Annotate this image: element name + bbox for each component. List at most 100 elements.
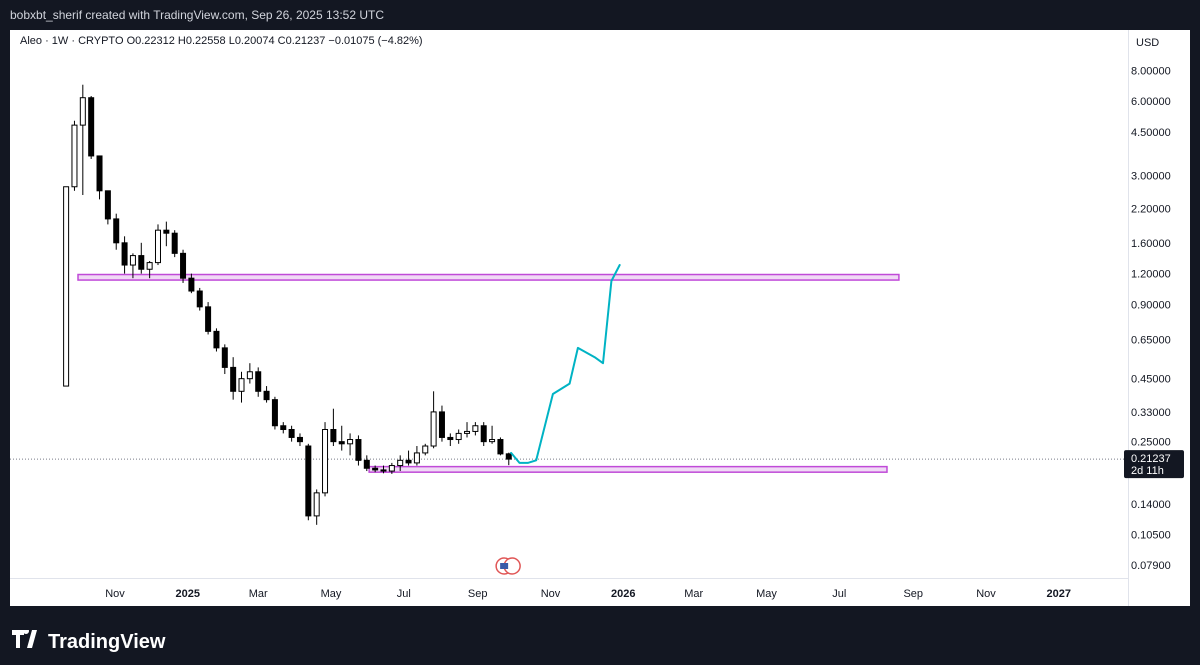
candle-body[interactable] bbox=[464, 430, 471, 434]
tradingview-brand-text: TradingView bbox=[48, 630, 166, 653]
candle-body[interactable] bbox=[154, 229, 161, 264]
x-tick-label: 2025 bbox=[176, 588, 200, 600]
x-tick-label: Jul bbox=[832, 588, 846, 600]
x-tick-label: 2027 bbox=[1047, 588, 1071, 600]
candle-body[interactable] bbox=[338, 441, 345, 445]
candle-body[interactable] bbox=[196, 290, 203, 308]
x-tick-label: Nov bbox=[105, 588, 125, 600]
x-tick-label: May bbox=[756, 588, 777, 600]
x-tick-label: Nov bbox=[541, 588, 561, 600]
y-tick-label: 0.25000 bbox=[1131, 437, 1171, 449]
x-tick-label: Sep bbox=[468, 588, 488, 600]
candle-body[interactable] bbox=[313, 492, 320, 517]
candle-body[interactable] bbox=[397, 459, 404, 467]
candle-body[interactable] bbox=[255, 371, 262, 392]
candlestick-chart[interactable]: 8.00000 6.00000 4.50000 3.00000 2.20000 1.600… bbox=[0, 0, 1200, 606]
candle-body[interactable] bbox=[330, 429, 337, 443]
x-tick-label: Jul bbox=[397, 588, 411, 600]
last-price-countdown: 2d 11h bbox=[1131, 465, 1164, 477]
y-tick-label: 6.00000 bbox=[1131, 96, 1171, 108]
y-tick-label: 0.45000 bbox=[1131, 374, 1171, 386]
candle-body[interactable] bbox=[447, 436, 454, 441]
x-tick-label: Sep bbox=[903, 588, 923, 600]
candle-body[interactable] bbox=[263, 390, 270, 401]
candle-body[interactable] bbox=[372, 467, 379, 471]
tradingview-logo-icon bbox=[12, 628, 42, 654]
footer-bar: TradingView bbox=[0, 606, 1200, 665]
candle-body[interactable] bbox=[380, 469, 387, 472]
currency-label: USD bbox=[1136, 37, 1159, 49]
x-tick-label: May bbox=[321, 588, 342, 600]
candle-body[interactable] bbox=[79, 97, 86, 126]
candle-body[interactable] bbox=[71, 124, 78, 188]
candle-body[interactable] bbox=[180, 252, 187, 279]
candle-body[interactable] bbox=[221, 347, 228, 368]
symbol-legend[interactable]: Aleo · 1W · CRYPTO O0.22312 H0.22558 L0.… bbox=[20, 35, 423, 47]
candle-body[interactable] bbox=[146, 262, 153, 270]
events-flag-stripes-icon bbox=[500, 563, 509, 569]
candle-body[interactable] bbox=[271, 399, 278, 427]
candle-body[interactable] bbox=[188, 277, 195, 292]
candle-body[interactable] bbox=[422, 445, 429, 454]
last-price-value: 0.21237 bbox=[1131, 453, 1171, 465]
candle-body[interactable] bbox=[347, 439, 354, 445]
candle-body[interactable] bbox=[280, 425, 287, 431]
y-tick-label: 0.65000 bbox=[1131, 334, 1171, 346]
candle-body[interactable] bbox=[238, 378, 245, 392]
projection-path[interactable] bbox=[510, 264, 621, 464]
candle-body[interactable] bbox=[296, 436, 303, 443]
candle-body[interactable] bbox=[205, 306, 212, 332]
candle-body[interactable] bbox=[96, 155, 103, 192]
last-price-badge[interactable] bbox=[1124, 450, 1184, 479]
x-tick-label: Nov bbox=[976, 588, 996, 600]
candle-body[interactable] bbox=[163, 229, 170, 234]
candle-body[interactable] bbox=[438, 411, 445, 438]
candle-body[interactable] bbox=[171, 232, 178, 254]
candle-body[interactable] bbox=[288, 429, 295, 438]
candle-body[interactable] bbox=[413, 452, 420, 464]
candle-body[interactable] bbox=[213, 330, 220, 349]
candle-body[interactable] bbox=[405, 459, 412, 464]
candle-body[interactable] bbox=[355, 439, 362, 461]
candle-body[interactable] bbox=[88, 97, 95, 157]
y-tick-label: 0.10500 bbox=[1131, 530, 1171, 542]
candle-body[interactable] bbox=[455, 432, 462, 441]
candle-body[interactable] bbox=[63, 186, 70, 387]
candle-body[interactable] bbox=[104, 190, 111, 220]
y-tick-label: 1.20000 bbox=[1131, 269, 1171, 281]
y-tick-label: 0.07900 bbox=[1131, 560, 1171, 572]
y-tick-label: 0.90000 bbox=[1131, 299, 1171, 311]
candle-body[interactable] bbox=[472, 425, 479, 432]
resistance-zone[interactable] bbox=[77, 273, 900, 281]
x-tick-label: 2026 bbox=[611, 588, 635, 600]
candle-body[interactable] bbox=[121, 242, 128, 266]
candle-body[interactable] bbox=[305, 445, 312, 517]
chart-attribution-header: bobxbt_sherif created with TradingView.c… bbox=[10, 8, 384, 22]
y-tick-label: 4.50000 bbox=[1131, 127, 1171, 139]
y-tick-label: 0.14000 bbox=[1131, 499, 1171, 511]
support-zone[interactable] bbox=[368, 465, 888, 473]
candle-body[interactable] bbox=[138, 255, 145, 270]
candle-body[interactable] bbox=[322, 429, 329, 494]
price-scale-panel[interactable] bbox=[1128, 30, 1190, 606]
candle-body[interactable] bbox=[129, 255, 136, 266]
candle-body[interactable] bbox=[489, 439, 496, 443]
y-tick-label: 0.33000 bbox=[1131, 407, 1171, 419]
candle-body[interactable] bbox=[230, 366, 237, 392]
chart-frame[interactable] bbox=[10, 30, 1128, 606]
x-tick-label: Mar bbox=[249, 588, 268, 600]
y-tick-label: 2.20000 bbox=[1131, 204, 1171, 216]
y-tick-label: 3.00000 bbox=[1131, 170, 1171, 182]
candle-body[interactable] bbox=[388, 465, 395, 472]
candle-body[interactable] bbox=[505, 453, 512, 460]
x-tick-label: Mar bbox=[684, 588, 703, 600]
candle-body[interactable] bbox=[430, 411, 437, 447]
candle-body[interactable] bbox=[246, 371, 253, 380]
candle-body[interactable] bbox=[480, 425, 487, 443]
y-tick-label: 8.00000 bbox=[1131, 65, 1171, 77]
candle-body[interactable] bbox=[497, 439, 504, 455]
candle-body[interactable] bbox=[363, 459, 370, 469]
tradingview-logo[interactable]: TradingView bbox=[12, 628, 166, 654]
candle-body[interactable] bbox=[113, 218, 120, 244]
y-tick-label: 1.60000 bbox=[1131, 238, 1171, 250]
